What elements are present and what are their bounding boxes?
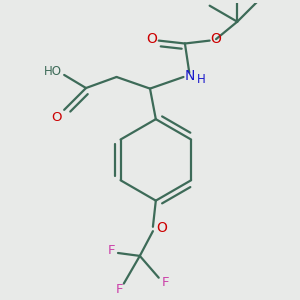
Text: H: H xyxy=(197,74,206,86)
Text: F: F xyxy=(161,277,169,290)
Text: O: O xyxy=(146,32,157,46)
Text: HO: HO xyxy=(44,65,62,78)
Text: O: O xyxy=(52,111,62,124)
Text: F: F xyxy=(116,284,123,296)
Text: O: O xyxy=(211,32,221,46)
Text: N: N xyxy=(185,68,195,83)
Text: F: F xyxy=(108,244,115,256)
Text: O: O xyxy=(156,221,167,235)
